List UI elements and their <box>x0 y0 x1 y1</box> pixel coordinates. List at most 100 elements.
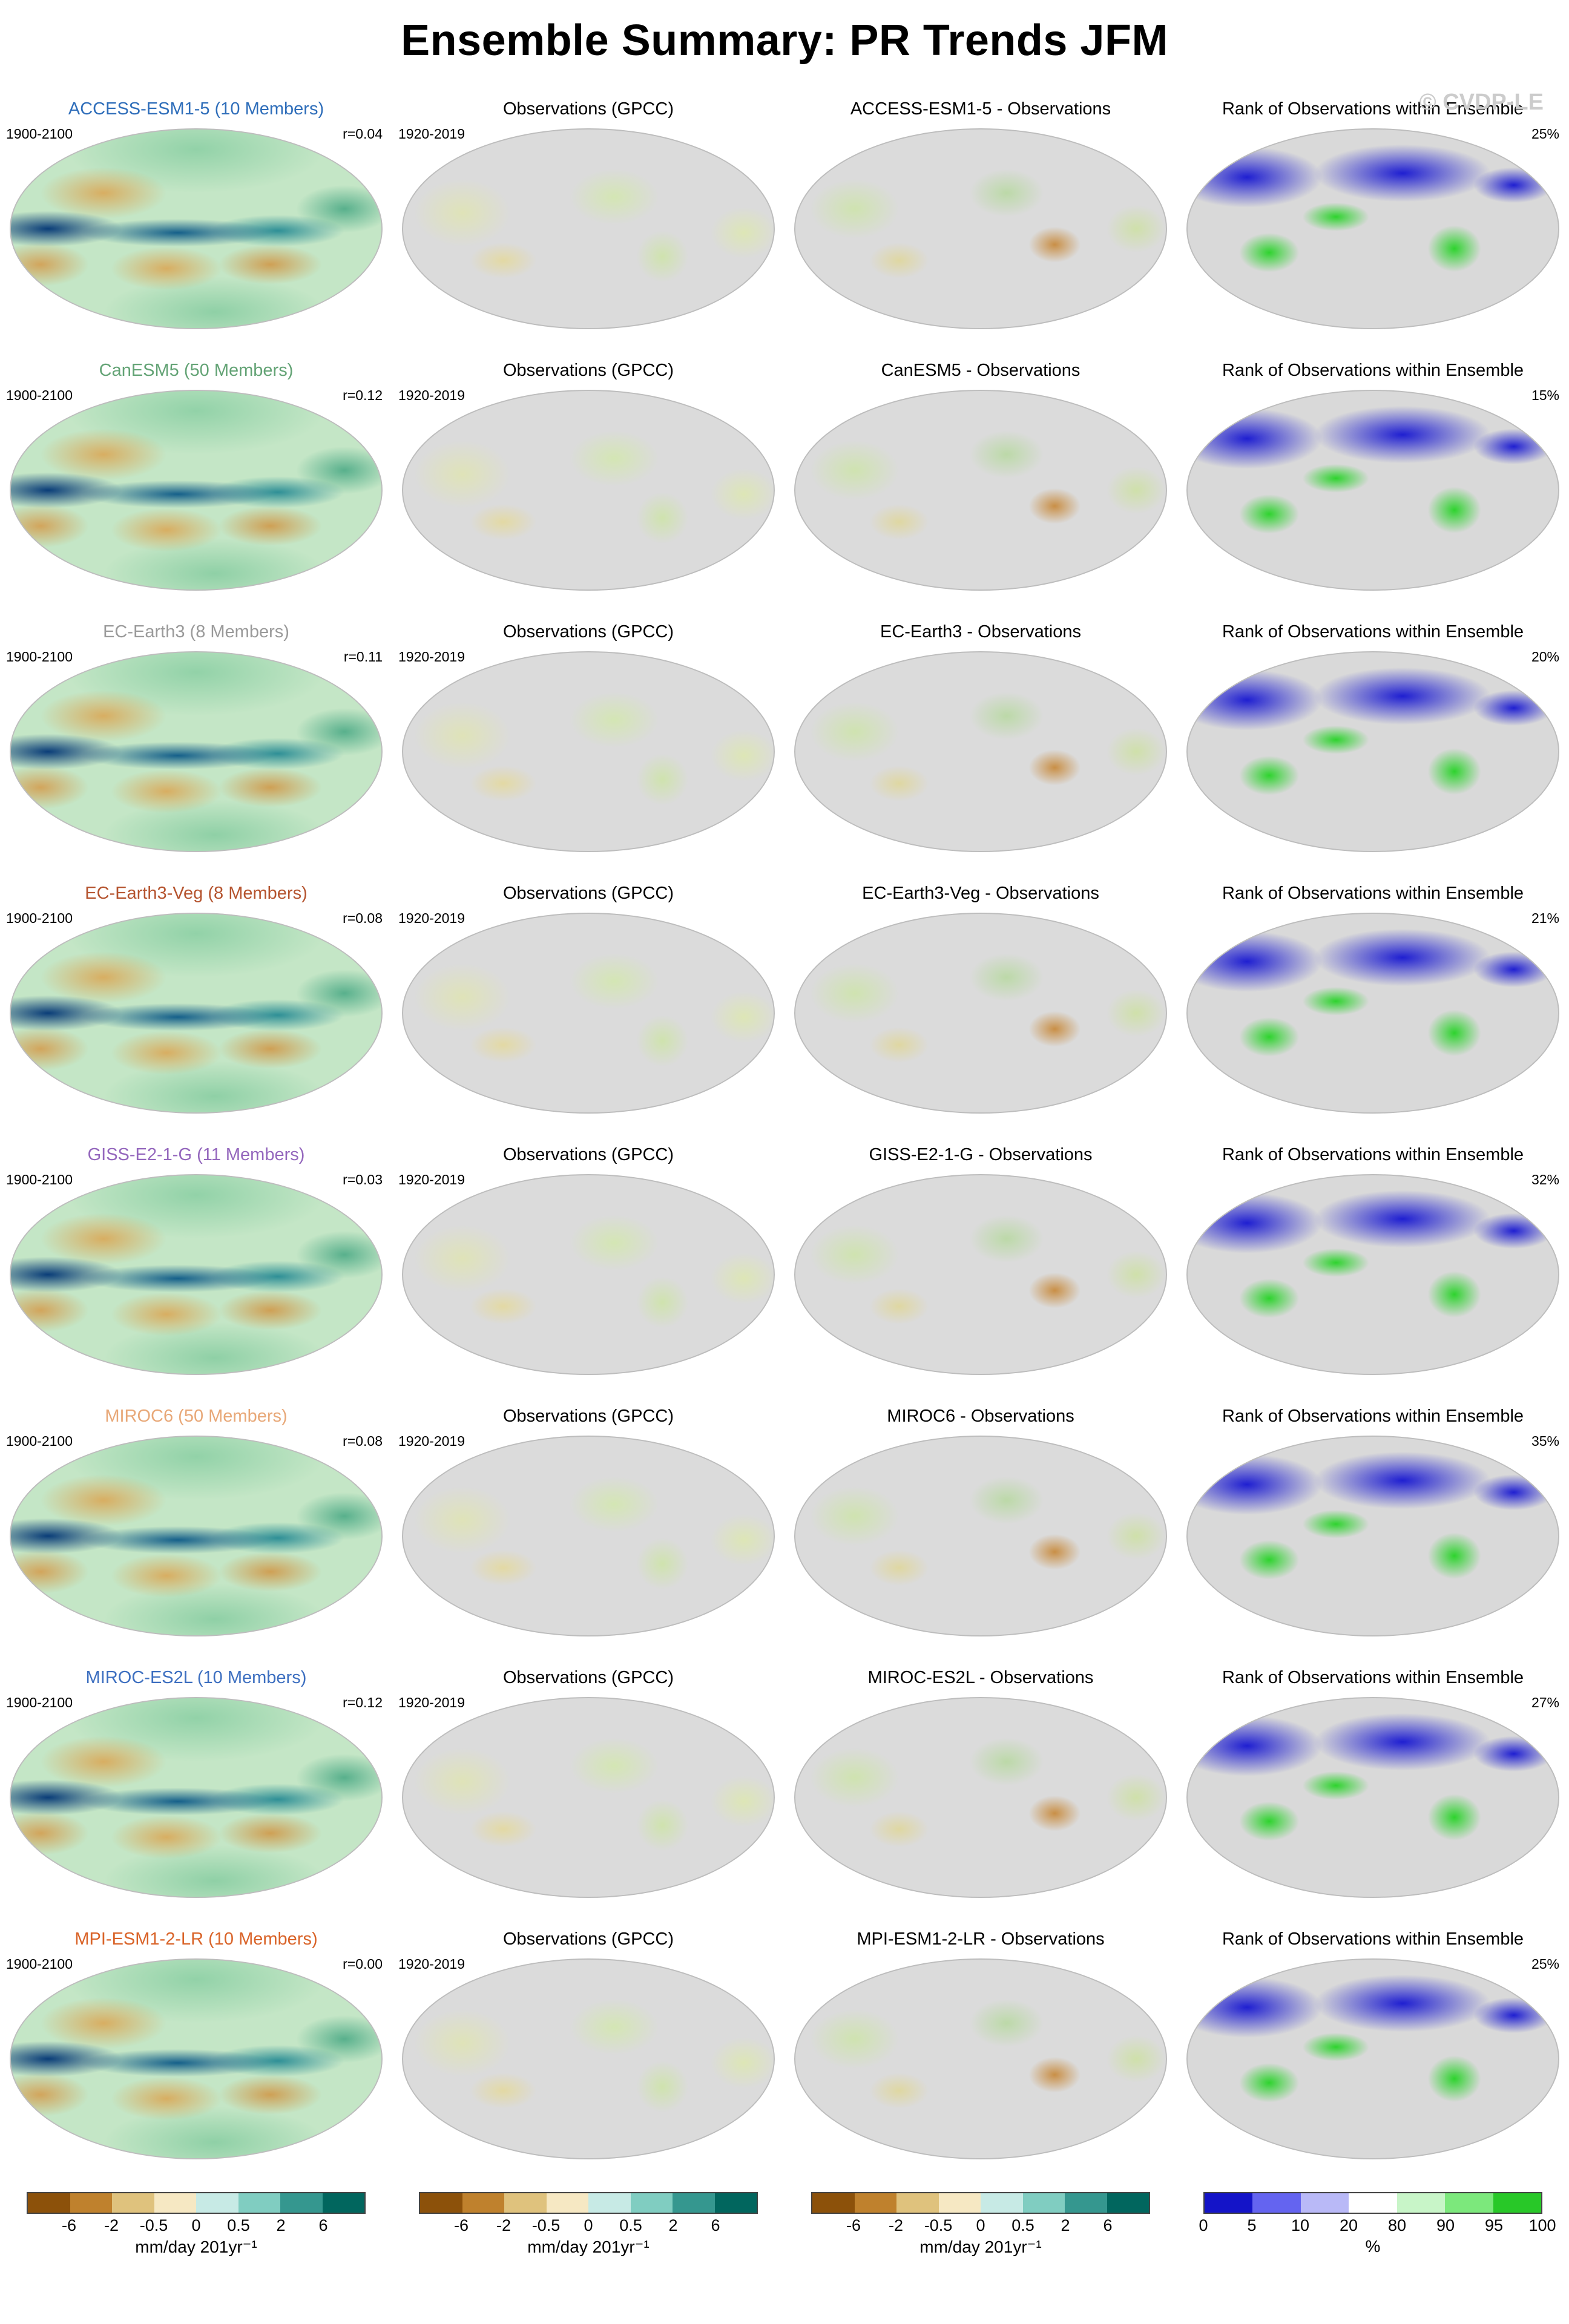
panel-observations: Observations (GPCC) 1920-2019 <box>392 94 784 356</box>
panel-observations: Observations (GPCC) 1920-2019 <box>392 1402 784 1663</box>
model-title: EC-Earth3-Veg (8 Members) <box>85 884 308 903</box>
model-row-mpi-esm1-2-lr: MPI-ESM1-2-LR (10 Members) 1900-2100 r=0… <box>0 1925 1569 2186</box>
colorbar-tick-label: 95 <box>1484 2216 1504 2234</box>
colorbar-tick-label: 2 <box>276 2216 286 2234</box>
model-title: ACCESS-ESM1-5 (10 Members) <box>68 99 324 119</box>
rank-percent-label: 21% <box>1531 910 1559 926</box>
model-title: MIROC-ES2L (10 Members) <box>85 1668 307 1687</box>
rank-percent-label: 32% <box>1531 1172 1559 1187</box>
rank-map <box>1186 1174 1559 1375</box>
colorbar-tick-label: 2 <box>668 2216 678 2234</box>
panel-observations: Observations (GPCC) 1920-2019 <box>392 1140 784 1402</box>
model-title: GISS-E2-1-G (11 Members) <box>87 1145 305 1164</box>
rank-map <box>1186 913 1559 1114</box>
observations-map <box>402 913 775 1114</box>
colorbar-segment <box>938 2193 981 2213</box>
panel-observations: Observations (GPCC) 1920-2019 <box>392 617 784 879</box>
diff-title: MIROC-ES2L - Observations <box>867 1668 1094 1687</box>
trend-colorbar-unit: mm/day 201yr⁻¹ <box>135 2237 257 2256</box>
panel-difference: EC-Earth3 - Observations <box>784 617 1177 879</box>
panel-difference: ACCESS-ESM1-5 - Observations <box>784 94 1177 356</box>
colorbar-tick-label: 0 <box>584 2216 593 2234</box>
colorbar-tick-label: 5 <box>1247 2216 1257 2234</box>
obs-title: Observations (GPCC) <box>502 1145 674 1164</box>
panel-rank: Rank of Observations within Ensemble 32% <box>1177 1140 1569 1402</box>
colorbar-segment <box>504 2193 547 2213</box>
obs-title: Observations (GPCC) <box>502 622 674 642</box>
trend-colorbar-ticks: -6 -2 -0.5 0 0.5 2 6 <box>419 2214 758 2236</box>
model-trend-map <box>10 651 383 852</box>
colorbar-tick-label: -0.5 <box>139 2216 168 2234</box>
colorbar-segment <box>196 2193 238 2213</box>
diff-title: CanESM5 - Observations <box>881 361 1081 380</box>
trend-colorbar-gradient <box>27 2192 366 2214</box>
colorbar-segment <box>70 2193 112 2213</box>
difference-map <box>794 1436 1167 1636</box>
panel-model-trend: ACCESS-ESM1-5 (10 Members) 1900-2100 r=0… <box>0 94 392 356</box>
colorbar-tick-label: 0.5 <box>1011 2216 1034 2234</box>
colorbar-segment <box>1349 2193 1397 2213</box>
rank-title: Rank of Observations within Ensemble <box>1222 1145 1524 1164</box>
colorbar-tick-label: 6 <box>1103 2216 1113 2234</box>
panel-rank: Rank of Observations within Ensemble 35% <box>1177 1402 1569 1663</box>
colorbar-tick-label: 90 <box>1436 2216 1455 2234</box>
model-trend-map <box>10 390 383 591</box>
map-grid: ACCESS-ESM1-5 (10 Members) 1900-2100 r=0… <box>0 94 1569 2186</box>
rank-colorbar-ticks: 0 5 10 20 80 90 95 100 <box>1199 2214 1556 2236</box>
panel-difference: GISS-E2-1-G - Observations <box>784 1140 1177 1402</box>
rank-title: Rank of Observations within Ensemble <box>1222 884 1524 903</box>
period-label: 1900-2100 <box>6 126 73 142</box>
period-label: 1900-2100 <box>6 1695 73 1710</box>
diff-title: MIROC6 - Observations <box>887 1407 1074 1426</box>
panel-rank: Rank of Observations within Ensemble 27% <box>1177 1663 1569 1925</box>
model-row-giss-e2-1-g: GISS-E2-1-G (11 Members) 1900-2100 r=0.0… <box>0 1140 1569 1402</box>
pattern-correlation-label: r=0.12 <box>343 1695 383 1710</box>
rank-title: Rank of Observations within Ensemble <box>1222 1407 1524 1426</box>
colorbar-segment <box>1065 2193 1107 2213</box>
obs-period-label: 1920-2019 <box>398 1695 465 1710</box>
figure-header: Ensemble Summary: PR Trends JFM <box>0 0 1569 77</box>
colorbar-tick-label: 80 <box>1387 2216 1407 2234</box>
colorbar-segment <box>420 2193 462 2213</box>
pattern-correlation-label: r=0.08 <box>343 1433 383 1449</box>
panel-rank: Rank of Observations within Ensemble 20% <box>1177 617 1569 879</box>
trend-colorbar-ticks: -6 -2 -0.5 0 0.5 2 6 <box>811 2214 1150 2236</box>
colorbar-segment <box>1022 2193 1065 2213</box>
panel-observations: Observations (GPCC) 1920-2019 <box>392 1663 784 1925</box>
period-label: 1900-2100 <box>6 1433 73 1449</box>
colorbar-segment <box>1252 2193 1301 2213</box>
model-title: CanESM5 (50 Members) <box>99 361 294 380</box>
rank-title: Rank of Observations within Ensemble <box>1222 622 1524 642</box>
colorbar-segment <box>322 2193 364 2213</box>
rank-map <box>1186 651 1559 852</box>
colorbar-segment <box>714 2193 757 2213</box>
colorbar-segment <box>1205 2193 1253 2213</box>
rank-title: Rank of Observations within Ensemble <box>1222 1668 1524 1687</box>
colorbar-difference: -6 -2 -0.5 0 0.5 2 6 mm/day 201yr⁻¹ <box>811 2192 1150 2257</box>
rank-percent-label: 35% <box>1531 1433 1559 1449</box>
colorbar-segment <box>462 2193 504 2213</box>
panel-difference: MIROC6 - Observations <box>784 1402 1177 1663</box>
colorbar-tick-label: 0 <box>976 2216 985 2234</box>
obs-period-label: 1920-2019 <box>398 1956 465 1972</box>
legend-row: -6 -2 -0.5 0 0.5 2 6 mm/day 201yr⁻¹ -6 -2 -0.5 0 0… <box>0 2192 1569 2257</box>
colorbar-tick-label: -0.5 <box>924 2216 953 2234</box>
panel-model-trend: CanESM5 (50 Members) 1900-2100 r=0.12 <box>0 356 392 617</box>
colorbar-segment <box>588 2193 631 2213</box>
obs-title: Observations (GPCC) <box>502 1929 674 1949</box>
panel-rank: Rank of Observations within Ensemble 25% <box>1177 94 1569 356</box>
model-trend-map <box>10 1436 383 1636</box>
rank-percent-label: 25% <box>1531 1956 1559 1972</box>
obs-period-label: 1920-2019 <box>398 126 465 142</box>
pattern-correlation-label: r=0.03 <box>343 1172 383 1187</box>
trend-colorbar-gradient <box>811 2192 1150 2214</box>
panel-difference: EC-Earth3-Veg - Observations <box>784 879 1177 1140</box>
difference-map <box>794 1958 1167 2159</box>
panel-rank: Rank of Observations within Ensemble 25% <box>1177 1925 1569 2186</box>
cvdp-le-watermark: © CVDP-LE <box>1419 90 1544 115</box>
page-title: Ensemble Summary: PR Trends JFM <box>401 16 1168 65</box>
panel-model-trend: MIROC-ES2L (10 Members) 1900-2100 r=0.12 <box>0 1663 392 1925</box>
observations-map <box>402 1436 775 1636</box>
panel-model-trend: EC-Earth3 (8 Members) 1900-2100 r=0.11 <box>0 617 392 879</box>
panel-rank: Rank of Observations within Ensemble 15% <box>1177 356 1569 617</box>
